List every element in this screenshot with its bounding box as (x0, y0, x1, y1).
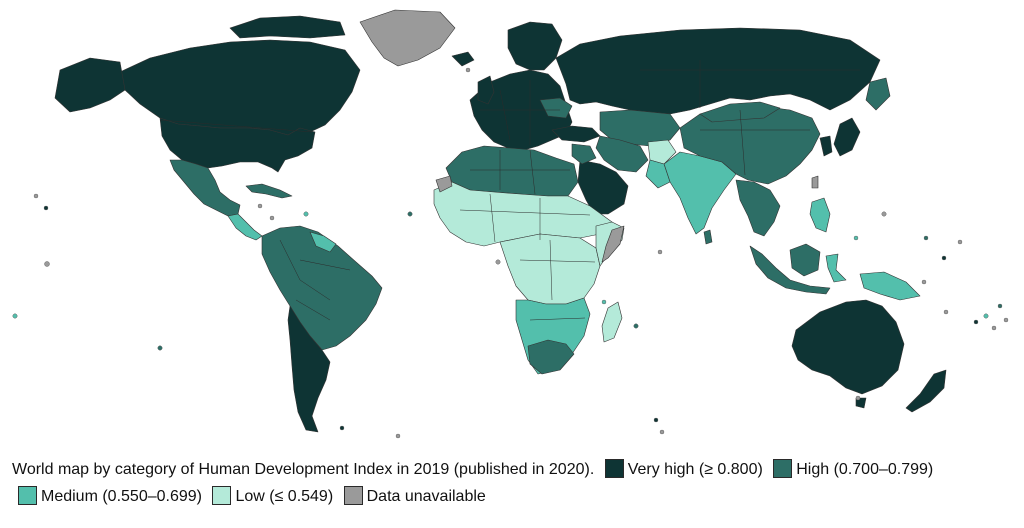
region-central-africa (499, 233, 601, 305)
island-dot (33, 193, 39, 199)
island-dot (303, 211, 309, 217)
region-alaska (54, 57, 126, 113)
island-dot (269, 215, 275, 221)
island-dot (465, 67, 471, 73)
world-map-svg (12, 9, 1009, 439)
region-western-sahara (435, 175, 453, 193)
world-map (12, 9, 1009, 439)
island-dot (957, 239, 963, 245)
region-central-america (227, 213, 263, 241)
region-arctic-islands (229, 15, 346, 39)
region-russia (555, 27, 881, 115)
region-new-guinea (859, 271, 921, 301)
region-philippines (809, 197, 831, 233)
region-south-america-south (287, 305, 331, 433)
region-arabia (577, 159, 629, 215)
island-dot (881, 211, 887, 217)
region-afghanistan (647, 139, 677, 165)
island-dot (339, 425, 345, 431)
island-dot (855, 395, 861, 401)
island-dot (157, 345, 163, 351)
region-southeast-asia (735, 179, 781, 237)
island-dot (991, 325, 997, 331)
region-central-asia (599, 109, 681, 147)
region-guianas (309, 231, 337, 253)
region-south-america-north (261, 225, 383, 351)
region-uk (477, 75, 495, 105)
island-dot (973, 319, 979, 325)
legend-label: High (0.700–0.799) (796, 461, 934, 478)
island-dot (657, 249, 663, 255)
region-greenland (359, 9, 456, 67)
legend-swatch (212, 486, 232, 505)
region-caribbean (245, 183, 293, 199)
region-south-africa (527, 339, 575, 375)
island-dot (43, 205, 49, 211)
region-borneo (789, 243, 821, 277)
legend-label: Medium (0.550–0.699) (41, 488, 202, 505)
island-dot (943, 309, 949, 315)
legend-label: Data unavailable (366, 488, 486, 505)
legend-swatch (773, 459, 793, 478)
legend-label: Very high (≥ 0.800) (627, 461, 763, 478)
island-dot (997, 303, 1003, 309)
island-dot (601, 299, 607, 305)
region-somalia (601, 225, 625, 263)
region-new-zealand (905, 369, 947, 413)
legend-label: Low (≤ 0.549) (235, 488, 334, 505)
region-sri-lanka (703, 229, 713, 245)
region-madagascar (601, 301, 623, 343)
legend-item-low: Low (≤ 0.549) (206, 486, 337, 505)
legend-item-very-high: Very high (≥ 0.800) (599, 459, 768, 478)
island-dot (853, 235, 859, 241)
island-dot (395, 433, 401, 439)
region-japan (833, 117, 861, 157)
island-dot (633, 323, 639, 329)
island-dot (44, 261, 50, 267)
island-dot (921, 279, 927, 285)
region-sumatra-java (749, 245, 831, 295)
region-mexico (169, 159, 241, 217)
island-dot (495, 259, 501, 265)
legend-item-medium: Medium (0.550–0.699) (12, 486, 206, 505)
region-sulawesi (825, 253, 847, 283)
island-dot (983, 313, 989, 319)
region-scandinavia (507, 21, 563, 71)
island-dot (659, 429, 665, 435)
region-tasmania (855, 397, 867, 409)
legend-swatch (18, 486, 37, 505)
caption-text: World map by category of Human Developme… (12, 461, 595, 478)
region-turkey (551, 125, 601, 143)
region-pakistan (645, 159, 671, 189)
region-australia (791, 299, 905, 395)
island-dot (407, 211, 413, 217)
region-korea (819, 135, 833, 157)
region-canada (119, 39, 361, 136)
region-levant (571, 143, 597, 165)
legend-swatch (604, 459, 624, 478)
region-ukraine (539, 97, 573, 119)
island-dot (653, 417, 659, 423)
island-dot (257, 203, 263, 209)
island-dot (941, 255, 947, 261)
legend-item-unavailable: Data unavailable (338, 486, 486, 505)
map-caption: World map by category of Human Developme… (12, 456, 1017, 510)
island-dot (923, 235, 929, 241)
island-dot (12, 313, 18, 319)
island-dot (1003, 317, 1009, 323)
region-iceland (451, 51, 475, 67)
legend-item-high: High (0.700–0.799) (767, 459, 934, 478)
region-kamchatka (865, 77, 891, 111)
legend-swatch (343, 486, 363, 505)
region-taiwan (811, 175, 819, 189)
region-iran (595, 135, 649, 173)
